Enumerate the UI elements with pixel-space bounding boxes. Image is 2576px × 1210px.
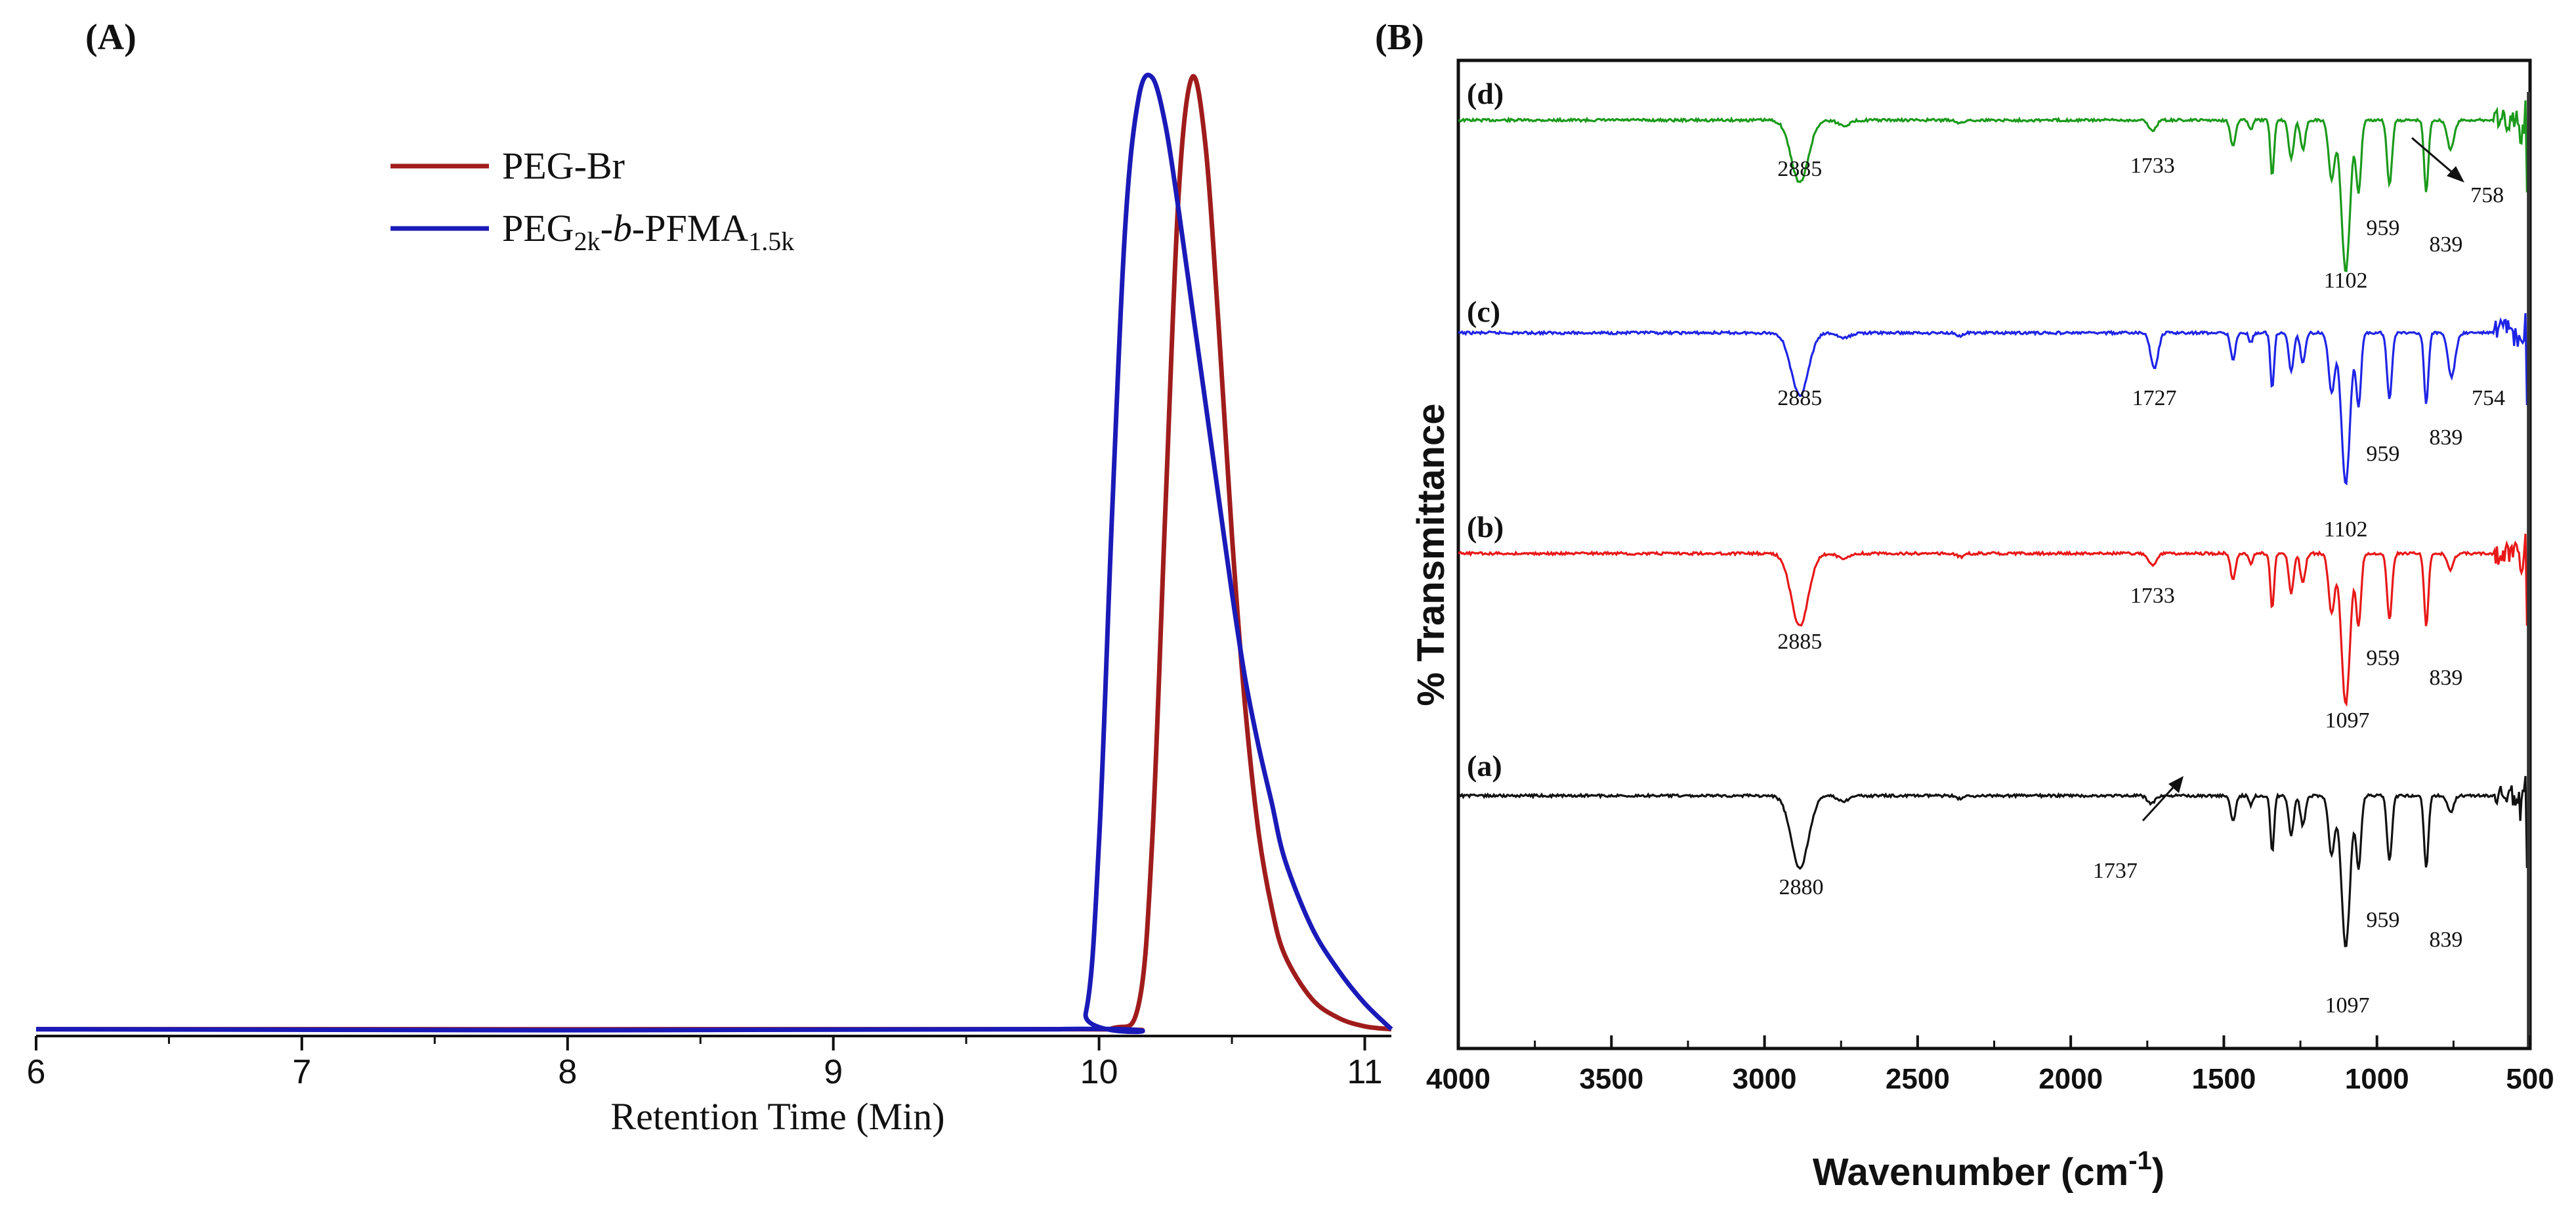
x-tick-label: 3000 [1733,1063,1797,1095]
series-line-peg-b-pfma [35,72,1393,1035]
peak-label: 959 [2366,646,2399,670]
peak-label: 1102 [2324,517,2368,542]
peak-label: 754 [2472,386,2505,410]
peak-label: 839 [2429,928,2462,952]
legend-label-peg-b-pfma: PEG2k-b-PFMA1.5k [502,207,794,256]
annotation-arrow-1737 [2142,776,2184,822]
curve-label-b: (b) [1467,510,1504,544]
peak-label: 839 [2429,425,2462,450]
panel-b-y-axis-label: % Transmittance [1410,404,1452,706]
curve-label-d: (d) [1467,77,1504,110]
x-tick-label: 9 [824,1053,843,1091]
peak-label: 959 [2366,442,2399,466]
peak-label: 1097 [2325,708,2369,733]
peak-label: 1102 [2324,269,2368,293]
panel-a-x-ticks: 6 7 8 9 10 11 [27,1036,1383,1091]
x-tick-label: 4000 [1426,1063,1490,1095]
x-axis-label-main: Wavenumber (cm [1813,1151,2128,1194]
x-tick-label: 1500 [2191,1063,2256,1095]
legend-label-part: -PFMA [632,207,748,249]
x-tick-label: 1000 [2345,1063,2409,1095]
x-tick-label: 10 [1080,1053,1118,1091]
legend-label-sub: 2k [574,227,601,256]
panel-b-peak-labels: 2885 1733 1102 959 839 758 2885 1727 1102 959 839 7… [1777,154,2505,1018]
panel-b-x-ticks: 4000 3500 3000 2500 2000 1500 1000 500 [1426,1035,2554,1095]
peak-label: 2885 [1777,157,1822,181]
peak-label: 1733 [2130,584,2175,608]
peak-label: 758 [2470,183,2504,207]
panel-a: (A) 6 7 8 9 10 11 Retention Time (Min) PEG-Br… [27,17,1393,1138]
peak-label: 959 [2366,908,2399,932]
peak-label: 1727 [2132,386,2177,410]
x-axis-label-end: ) [2152,1151,2164,1194]
peak-label: 839 [2429,232,2462,257]
x-tick-label: 8 [558,1053,577,1091]
panel-a-series-group [35,72,1393,1035]
legend-label-part: - [601,207,613,249]
legend-label-part: PEG [502,207,574,249]
x-tick-label: 500 [2506,1063,2554,1095]
panel-b: (B) 2885 1733 1102 959 839 758 2885 1727 1102 959… [1375,17,2554,1194]
x-tick-label: 2000 [2038,1063,2103,1095]
peak-label: 2880 [1779,875,1824,899]
panel-b-spectra [1457,92,2531,1047]
panel-a-label: (A) [85,17,137,58]
peak-label: 959 [2366,216,2399,240]
peak-label: 839 [2429,666,2462,690]
panel-a-legend: PEG-Br PEG2k-b-PFMA1.5k [391,144,794,256]
spectrum-line-d [1458,100,2528,272]
x-tick-label: 2500 [1886,1063,1950,1095]
spectrum-line-c [1457,313,2528,486]
x-axis-label-sup: -1 [2128,1146,2152,1175]
curve-label-c: (c) [1467,295,1500,328]
x-tick-label: 3500 [1579,1063,1643,1095]
x-tick-label: 6 [27,1053,46,1091]
curve-label-a: (a) [1467,749,1502,783]
peak-label: 1733 [2130,154,2175,178]
peak-label: 2885 [1777,630,1822,654]
panel-b-x-axis-label: Wavenumber (cm-1) [1813,1146,2164,1194]
spectrum-line-a [1457,775,2528,947]
legend-label-sub: 1.5k [748,227,794,256]
legend-label-peg-br: PEG-Br [502,144,625,187]
x-tick-label: 11 [1347,1053,1383,1091]
peak-label: 1097 [2325,993,2369,1018]
panel-a-x-axis-label: Retention Time (Min) [610,1095,944,1138]
peak-label: 2885 [1777,386,1822,410]
peak-label: 1737 [2093,859,2138,883]
x-tick-label: 7 [292,1053,311,1091]
spectrum-line-b [1458,533,2528,707]
annotation-arrow-758 [2411,137,2464,183]
panel-b-label: (B) [1375,17,1424,58]
legend-label-italic: b [613,207,632,249]
